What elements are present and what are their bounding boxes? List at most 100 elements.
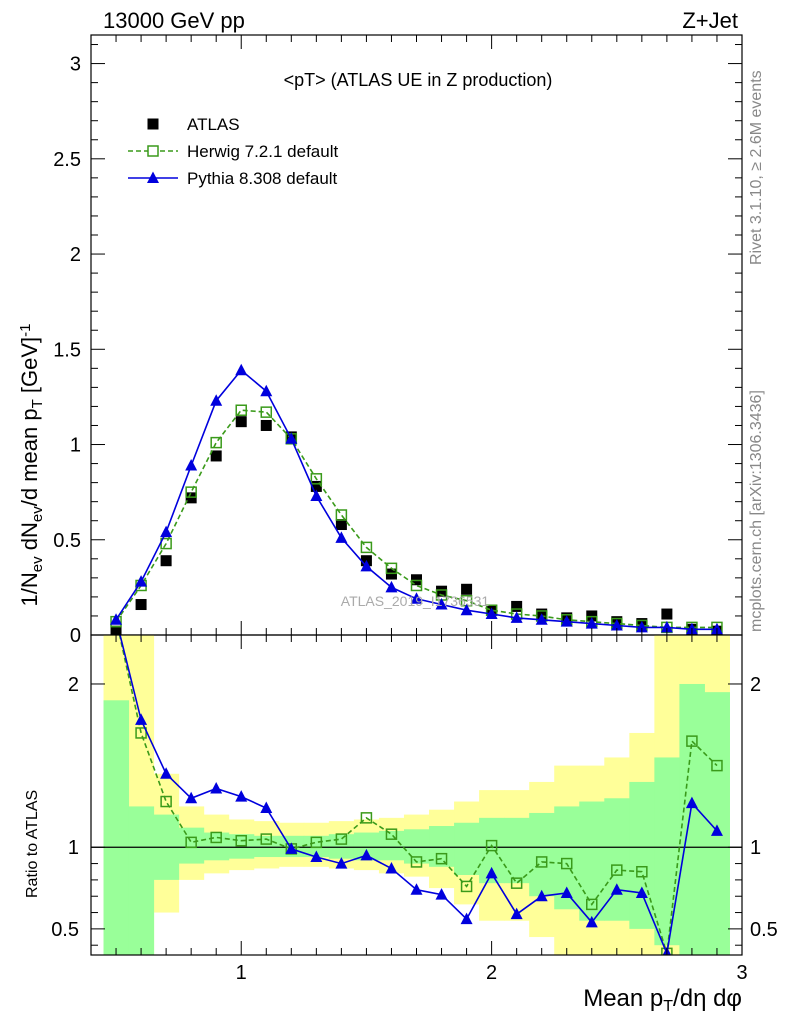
ratio-point — [335, 833, 348, 845]
ratio-point — [235, 834, 247, 847]
ratio-series-0 — [118, 635, 723, 955]
main-point — [410, 579, 423, 592]
legend: ATLAS Herwig 7.2.1 default Pythia 8.308 de… — [128, 115, 338, 188]
ratio-band-green — [679, 683, 705, 955]
ratio-xtick-label: 3 — [736, 962, 747, 984]
legend-entry-0: ATLAS — [147, 115, 240, 134]
ratio-point — [585, 915, 598, 928]
ratio-point — [435, 852, 448, 865]
ratio-ytick-label-right: 2 — [750, 674, 761, 696]
main-point — [360, 559, 373, 572]
main-point — [385, 562, 398, 575]
ratio-point — [360, 812, 373, 824]
ratio-point — [310, 850, 323, 863]
main-point — [235, 363, 248, 376]
main-point — [335, 519, 347, 531]
ratio-point — [460, 912, 473, 925]
ratio-point — [185, 791, 198, 804]
ratio-point — [160, 767, 173, 779]
ratio-point — [460, 880, 473, 893]
ratio-ytick-label: 2 — [68, 674, 79, 696]
main-ytick-label: 0.5 — [53, 530, 81, 552]
ratio-point — [560, 886, 573, 898]
header-left: 13000 GeV pp — [103, 8, 245, 33]
ratio-band-green — [529, 812, 555, 897]
main-point — [661, 608, 673, 620]
header-right: Z+Jet — [682, 8, 738, 33]
x-axis-label: Mean pT/dη dφ — [583, 985, 742, 1015]
main-ytick-label: 1 — [70, 435, 81, 457]
ratio-bands — [91, 635, 742, 955]
ratio-point — [185, 836, 197, 849]
ratio-band-green — [403, 829, 430, 864]
main-point — [135, 599, 147, 611]
ratio-band-green — [378, 830, 405, 861]
ratio-point — [360, 848, 373, 861]
ratio-band-green — [629, 781, 655, 929]
ratio-band-green — [429, 826, 455, 867]
main-ytick-label: 0 — [70, 625, 81, 647]
main-ytick-label: 2.5 — [53, 149, 81, 171]
main-point — [436, 585, 448, 597]
ratio-ytick-label-right: 0.5 — [750, 919, 778, 941]
mcplots-label: mcplots.cern.ch [arXiv:1306.3436] — [748, 390, 765, 632]
main-point — [410, 592, 423, 604]
main-point — [260, 406, 273, 418]
main-point — [110, 613, 123, 625]
ratio-series-1 — [119, 635, 723, 955]
ratio-point — [711, 759, 723, 772]
main-point — [235, 416, 247, 428]
ratio-point — [535, 856, 548, 868]
main-point — [185, 486, 197, 498]
main-panel-axes: 0 0.5 1 1.5 2 2.5 3 — [53, 34, 743, 647]
ratio-point — [535, 889, 548, 902]
rivet-label: Rivet 3.1.10, ≥ 2.6M events — [748, 70, 765, 265]
ratio-point — [610, 883, 623, 895]
ratio-band-green — [604, 798, 630, 921]
main-point — [235, 404, 247, 416]
ratio-point — [636, 865, 648, 878]
main-point — [335, 531, 348, 543]
main-panel-background — [91, 35, 742, 635]
main-point — [510, 611, 523, 623]
main-y-axis-label: 1/Nev dNev/d mean pT [GeV]-1 — [17, 324, 46, 607]
main-ytick-label: 3 — [70, 54, 81, 76]
ratio-point — [685, 796, 698, 809]
main-ytick-label: 2 — [70, 244, 81, 266]
ratio-point — [135, 713, 148, 725]
ratio-panel-axes: 0.5 0.5 1 1 2 2 1 2 3 — [51, 634, 778, 984]
ratio-band-green — [303, 835, 330, 858]
ratio-point — [710, 824, 723, 836]
ratio-ytick-label: 0.5 — [51, 919, 79, 941]
ratio-point — [510, 877, 523, 889]
main-frame-fill — [91, 35, 742, 635]
ratio-point — [635, 886, 648, 898]
legend-marker — [147, 171, 159, 183]
ratio-point — [485, 866, 498, 879]
ratio-point — [285, 842, 298, 854]
main-point — [360, 541, 373, 554]
ratio-point — [235, 790, 248, 802]
main-point — [210, 394, 223, 406]
ratio-point — [611, 864, 623, 876]
ratio-ytick-label-right: 1 — [750, 837, 761, 859]
ratio-point — [385, 861, 398, 874]
main-point — [535, 613, 548, 625]
main-point — [185, 458, 198, 471]
main-point — [610, 618, 623, 631]
ratio-point — [435, 888, 448, 900]
main-point — [511, 600, 523, 612]
ratio-y-axis-label: Ratio to ATLAS — [24, 790, 41, 898]
ratio-band-green — [704, 692, 730, 955]
legend-entry-2: Pythia 8.308 default — [128, 169, 338, 188]
legend-entry-1: Herwig 7.2.1 default — [128, 142, 338, 161]
main-point — [310, 489, 323, 501]
main-point — [435, 598, 448, 610]
main-point — [660, 620, 673, 633]
ratio-xtick-label: 2 — [486, 962, 497, 984]
legend-marker — [147, 118, 159, 130]
main-point — [585, 617, 598, 629]
main-point — [135, 575, 148, 587]
ratio-point — [560, 857, 573, 870]
ratio-point — [586, 898, 598, 911]
